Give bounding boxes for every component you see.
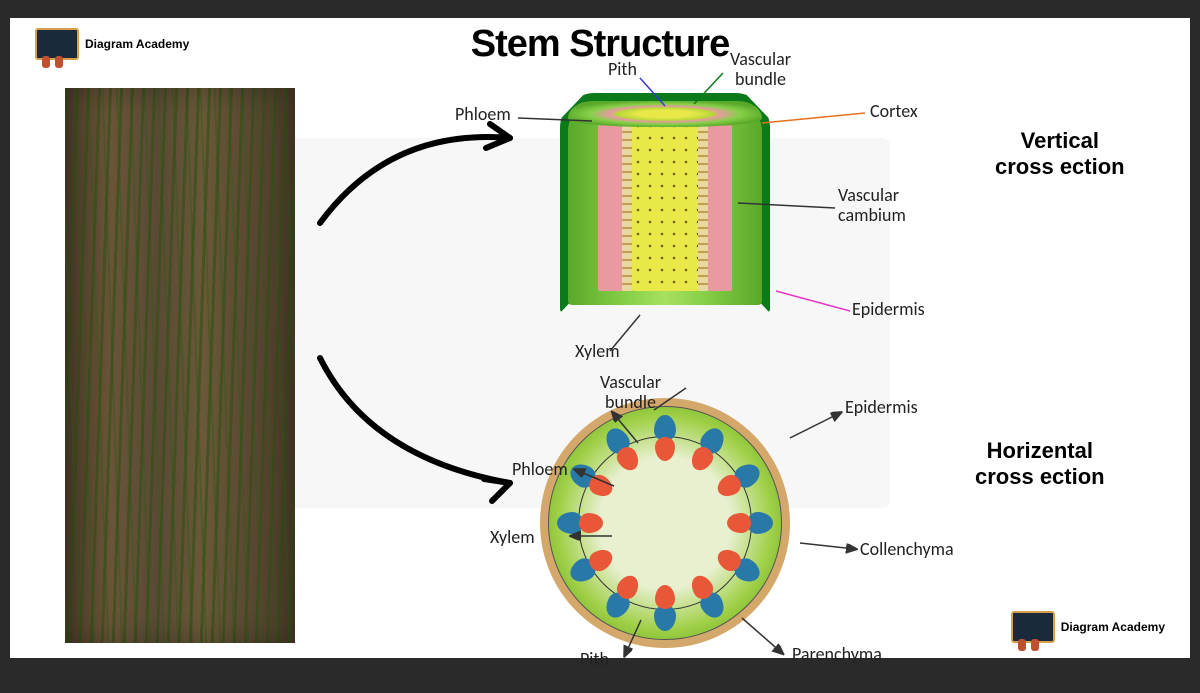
vcs-label-cortex: Cortex	[870, 100, 918, 122]
vcs-label-cambium: Vascular cambium	[838, 186, 906, 226]
vcs-label-vascular-bundle: Vascular bundle	[730, 50, 791, 90]
vcs-label-phloem: Phloem	[455, 103, 511, 125]
hcs-label-vascular-bundle: Vascular bundle	[600, 373, 661, 413]
brand-logo-top: Diagram Academy	[35, 28, 189, 60]
brand-text: Diagram Academy	[85, 37, 189, 51]
tree-bark-photo	[65, 88, 295, 643]
vertical-section-title: Vertical cross ection	[995, 128, 1125, 181]
vcs-label-epidermis: Epidermis	[852, 298, 925, 320]
brand-text: Diagram Academy	[1061, 620, 1165, 634]
infographic-page: Diagram Academy Stem Structure Diagram A…	[10, 18, 1190, 658]
hcs-label-phloem: Phloem	[512, 458, 568, 480]
logo-board-icon	[1011, 611, 1055, 643]
horizontal-section-title: Horizental cross ection	[975, 438, 1105, 491]
brand-logo-bottom: Diagram Academy	[1011, 611, 1165, 643]
vcs-label-pith: Pith	[608, 58, 637, 80]
hcs-label-epidermis: Epidermis	[845, 396, 918, 418]
hcs-label-collenchyma: Collenchyma	[860, 538, 954, 560]
hcs-label-parenchyma: Parenchyma	[792, 643, 882, 665]
page-title: Stem Structure	[471, 23, 729, 66]
logo-board-icon	[35, 28, 79, 60]
vcs-label-xylem: Xylem	[575, 340, 620, 362]
hcs-label-pith: Pith	[580, 648, 609, 670]
hcs-label-xylem: Xylem	[490, 526, 535, 548]
